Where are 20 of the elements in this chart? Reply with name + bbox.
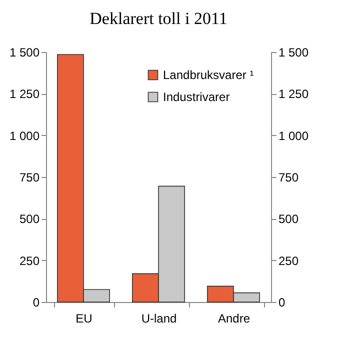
y-tick-label: 0 xyxy=(32,296,40,310)
x-tick-label: U-land xyxy=(141,312,177,326)
y2-tick-label: 1 250 xyxy=(278,87,309,102)
y-tick-label: 250 xyxy=(19,254,40,268)
y2-tick-label: 250 xyxy=(278,254,299,268)
y-tick-label: 1 500 xyxy=(9,46,40,60)
y2-tick-label: 1 000 xyxy=(278,128,309,143)
y-tick-label: 1 250 xyxy=(9,87,40,102)
legend-label: Industrivarer xyxy=(163,90,230,104)
x-tick-label: Andre xyxy=(218,312,250,326)
y2-tick-label: 750 xyxy=(278,170,299,184)
x-tick-label: EU xyxy=(76,312,92,326)
legend-label: Landbruksvarer ¹ xyxy=(163,68,254,82)
y2-tick-label: 0 xyxy=(278,296,286,310)
y2-tick-label: 500 xyxy=(278,212,299,226)
y-tick-label: 750 xyxy=(19,170,40,184)
y2-tick-label: 1 500 xyxy=(278,46,309,60)
y-tick-label: 1 000 xyxy=(9,128,40,143)
y-tick-label: 500 xyxy=(19,212,40,226)
chart-title: Deklarert toll i 2011 xyxy=(90,9,228,28)
